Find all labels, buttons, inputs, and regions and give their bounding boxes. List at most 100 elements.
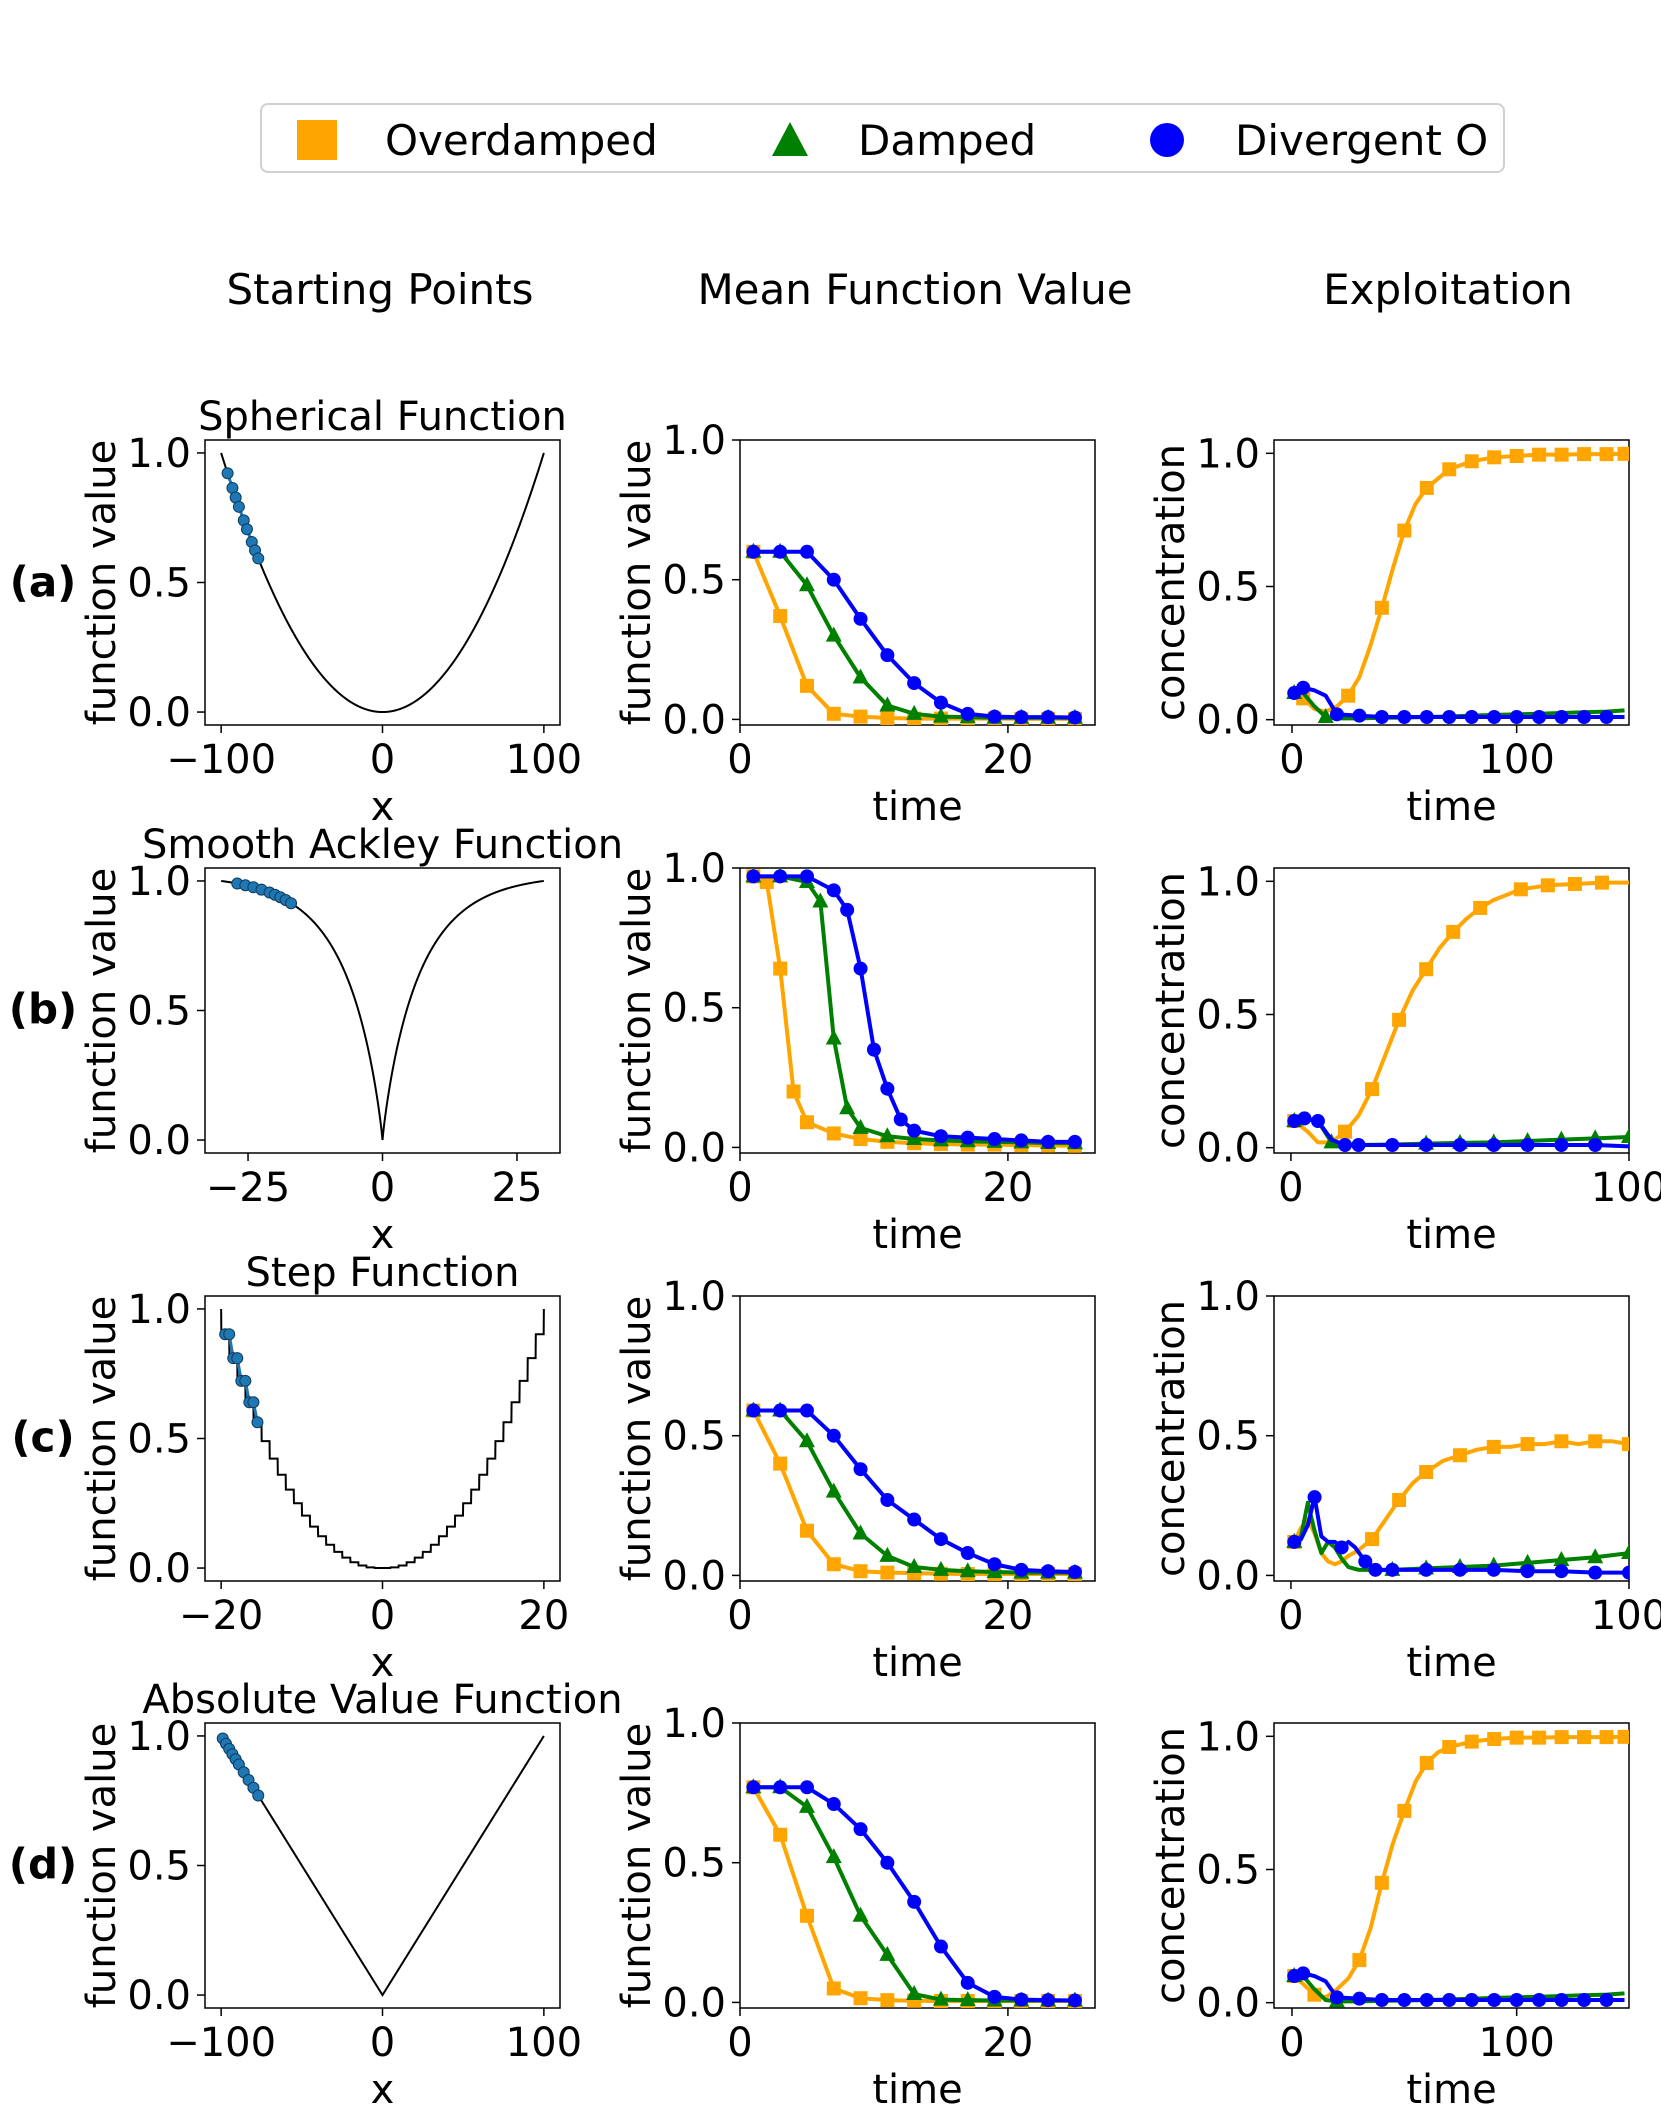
y-tick-label: 0.5 xyxy=(1196,1414,1260,1460)
data-point-circle xyxy=(1307,1490,1322,1505)
series-line-triangle xyxy=(753,874,1075,1146)
x-tick-label: 0 xyxy=(1279,2020,1304,2066)
plot-area xyxy=(1286,1729,1629,2008)
data-point-triangle xyxy=(798,1432,815,1448)
data-point-circle xyxy=(1067,710,1082,725)
data-point-circle xyxy=(880,1081,895,1096)
data-point-triangle xyxy=(879,1546,896,1562)
data-point-triangle xyxy=(1621,1544,1629,1560)
y-axis-label: function value xyxy=(79,868,125,1153)
y-tick-label: 0.0 xyxy=(1196,1981,1260,2027)
data-point-circle xyxy=(1338,1138,1352,1153)
data-point-triangle xyxy=(1621,1128,1629,1144)
data-point-square xyxy=(1365,1532,1380,1547)
data-point-triangle xyxy=(932,707,949,723)
data-point-triangle xyxy=(1519,1553,1536,1569)
starting-point xyxy=(285,897,298,910)
data-point-circle xyxy=(1452,1138,1467,1153)
chart-c-mean: 0 20 0.0 0.5 1.0 time function value xyxy=(614,1274,1096,1686)
data-point-square xyxy=(773,961,788,976)
chart-b-start: −25 0 25 0.0 0.5 1.0 x function value Smooth Ack… xyxy=(79,822,623,1258)
x-tick-label: 100 xyxy=(1478,737,1554,783)
data-point-circle xyxy=(826,1797,841,1812)
data-point-circle xyxy=(1487,710,1502,725)
data-point-circle xyxy=(746,1403,761,1418)
data-point-square xyxy=(1419,480,1434,495)
data-point-circle xyxy=(987,1557,1002,1572)
data-point-circle xyxy=(826,883,841,898)
x-tick-label: 100 xyxy=(1591,1593,1661,1639)
data-point-square xyxy=(1419,1755,1434,1770)
data-point-square xyxy=(1338,1124,1352,1139)
plot-area xyxy=(1286,1434,1629,1580)
data-point-triangle xyxy=(825,1029,842,1045)
data-point-circle xyxy=(866,1042,881,1057)
data-point-circle xyxy=(746,544,761,559)
series-line-triangle xyxy=(753,1408,1075,1575)
data-point-circle xyxy=(1014,1992,1029,2007)
data-point-circle xyxy=(1520,1138,1535,1153)
data-point-triangle xyxy=(879,1945,896,1961)
data-point-circle xyxy=(987,1989,1002,2004)
data-point-circle xyxy=(1296,680,1311,695)
y-tick-label: 0.5 xyxy=(662,558,726,604)
x-axis-label: x xyxy=(371,784,395,830)
data-point-square xyxy=(1464,454,1479,469)
x-tick-label: 0 xyxy=(370,1165,395,1211)
y-tick-label: 0.0 xyxy=(662,697,726,743)
data-point-circle xyxy=(1419,1138,1434,1153)
plot-frame xyxy=(1273,1722,1630,2009)
data-point-square xyxy=(799,1523,814,1538)
chart-a-mean: 0 20 0.0 0.5 1.0 time function value xyxy=(614,418,1096,830)
data-point-square xyxy=(1520,1437,1535,1452)
y-tick-label: 1.0 xyxy=(127,1714,191,1760)
x-tick-label: −100 xyxy=(166,737,276,783)
data-point-circle xyxy=(960,1130,975,1145)
data-point-triangle xyxy=(1587,1548,1604,1564)
data-point-circle xyxy=(1554,710,1569,725)
series-line-square xyxy=(1293,451,1625,714)
data-point-circle xyxy=(853,1462,868,1477)
data-point-circle xyxy=(1486,1138,1501,1153)
data-point-square xyxy=(1554,447,1569,462)
x-axis-label: time xyxy=(872,1640,962,1686)
plot-frame xyxy=(204,439,561,726)
plot-area xyxy=(745,1401,1083,1581)
data-point-circle xyxy=(1442,1993,1457,2008)
data-point-square xyxy=(1464,1734,1479,1749)
data-point-circle xyxy=(840,902,855,917)
data-point-circle xyxy=(1297,1111,1312,1126)
data-point-square xyxy=(773,1456,788,1471)
data-point-square xyxy=(1442,462,1457,477)
y-tick-label: 0.0 xyxy=(1196,1553,1260,1599)
data-point-triangle xyxy=(959,1991,976,2007)
data-point-square xyxy=(826,1981,841,1996)
data-point-circle xyxy=(907,1512,922,1527)
data-point-circle xyxy=(1358,1554,1373,1569)
data-point-triangle xyxy=(1317,708,1334,724)
data-point-circle xyxy=(1577,1993,1592,2008)
data-point-circle xyxy=(1486,1562,1501,1577)
x-axis-label: time xyxy=(1406,1640,1496,1686)
data-point-triangle xyxy=(879,1127,896,1143)
data-point-circle xyxy=(1041,710,1056,725)
x-tick-label: 0 xyxy=(727,1593,752,1639)
data-point-square xyxy=(1599,1730,1614,1745)
legend-item-damped: Damped xyxy=(770,105,1036,175)
data-point-triangle xyxy=(1553,1551,1570,1567)
starting-point xyxy=(239,1374,252,1387)
data-point-square xyxy=(853,709,868,724)
data-point-circle xyxy=(1520,1564,1535,1579)
data-point-square xyxy=(1446,924,1461,939)
data-point-circle xyxy=(1419,1562,1434,1577)
plot-title: Spherical Function xyxy=(198,394,567,440)
y-axis-label: function value xyxy=(79,1296,125,1581)
y-tick-label: 0.0 xyxy=(1196,698,1260,744)
data-point-square xyxy=(1617,1729,1629,1744)
data-point-triangle xyxy=(959,1562,976,1578)
data-point-circle xyxy=(1385,1138,1400,1153)
data-point-square xyxy=(1341,688,1356,703)
data-point-circle xyxy=(1397,1993,1412,2008)
y-tick-label: 1.0 xyxy=(1196,859,1260,905)
x-axis-label: time xyxy=(872,1212,962,1258)
